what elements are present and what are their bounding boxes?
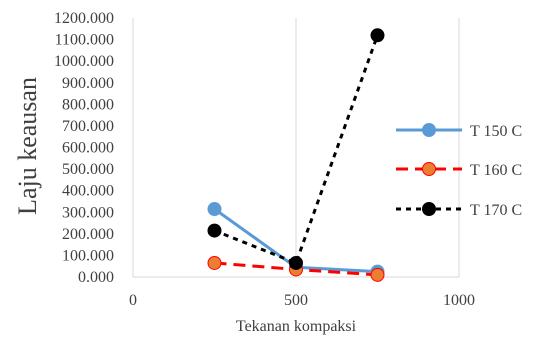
y-tick-label: 1000.000: [54, 53, 114, 70]
y-tick-label: 600.000: [62, 140, 114, 157]
data-point: [289, 255, 303, 270]
x-tick-label: 0: [129, 292, 137, 309]
legend-label: T 170 C: [470, 202, 522, 219]
legend-layer: T 150 C T 160 C T 170 C: [396, 123, 522, 219]
legend-label: T 150 C: [470, 123, 522, 140]
legend-item: T 160 C: [396, 162, 522, 179]
series-layer: [207, 28, 385, 282]
data-point: [370, 28, 385, 43]
y-tick-label: 100.000: [62, 247, 114, 264]
y-axis-title: Laju keausan: [13, 77, 42, 215]
legend-label: T 160 C: [470, 162, 522, 179]
y-tick-label: 800.000: [62, 96, 114, 113]
y-tick-label: 300.000: [62, 204, 114, 221]
x-tick-label: 500: [284, 292, 308, 309]
legend-item: T 170 C: [396, 202, 522, 219]
data-point: [207, 255, 222, 270]
y-tick-label: 1200.000: [54, 10, 114, 27]
y-tick-label: 1100.000: [55, 32, 114, 49]
grid-layer: [132, 18, 460, 277]
data-point: [370, 267, 385, 282]
legend-marker: [422, 202, 436, 216]
axis-layer: 0 500 1000 0.000 100.000 200.000 300.000 400.00…: [54, 10, 475, 309]
y-tick-label: 200.000: [62, 226, 114, 243]
x-axis-title: Tekanan kompaksi: [236, 318, 357, 335]
series-group: [207, 28, 385, 270]
y-tick-label: 700.000: [62, 118, 114, 135]
y-tick-label: 500.000: [62, 161, 114, 178]
y-tick-label: 400.000: [62, 183, 114, 200]
y-tick-label: 900.000: [62, 75, 114, 92]
legend-item: T 150 C: [396, 123, 522, 140]
data-point: [207, 202, 222, 217]
legend-marker: [422, 162, 436, 176]
legend-marker: [422, 123, 436, 137]
x-tick-label: 1000: [443, 292, 475, 309]
y-tick-label: 0.000: [78, 269, 114, 286]
data-point: [207, 223, 222, 238]
